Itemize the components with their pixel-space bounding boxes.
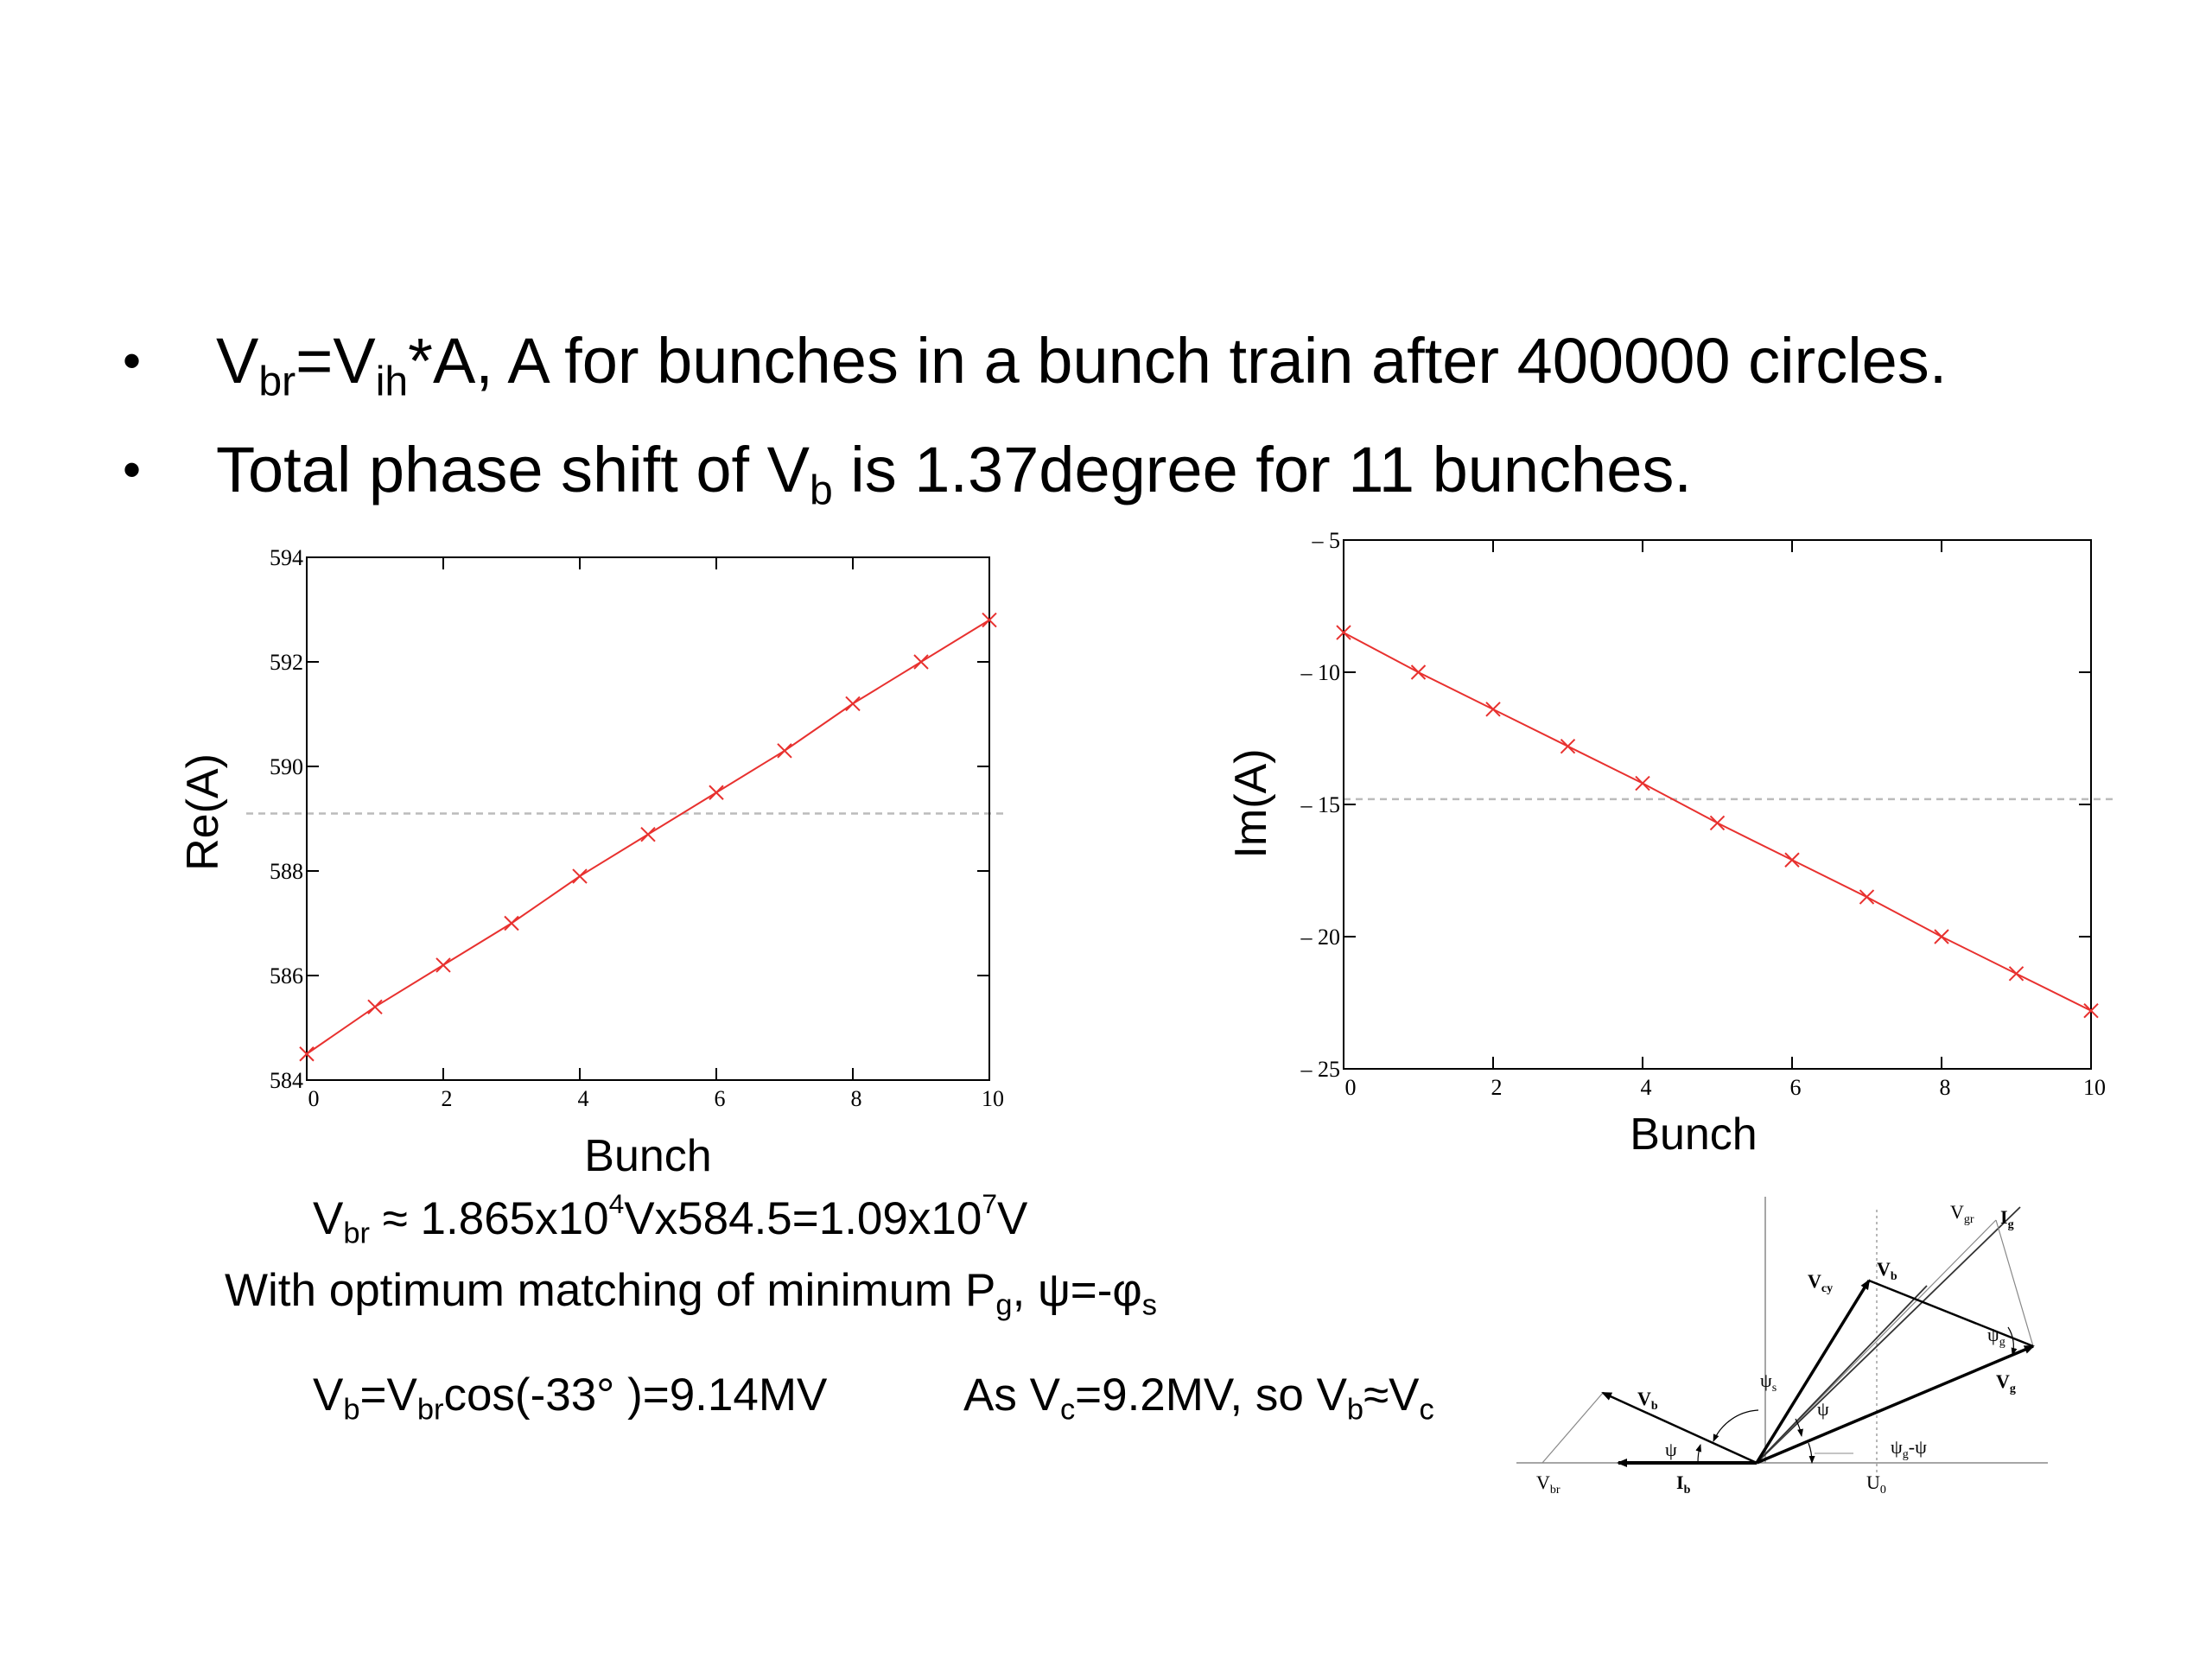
data-point-marker — [1410, 664, 1427, 680]
data-point-marker — [2008, 966, 2024, 982]
label-ib: Ib — [1676, 1471, 1691, 1497]
data-point-marker — [640, 826, 656, 842]
label-vb-left: Vb — [1637, 1388, 1658, 1413]
data-point-marker — [367, 999, 383, 1015]
bullet-text: Total phase shift of Vb is 1.37degree fo… — [216, 434, 1692, 514]
equation-matching: With optimum matching of minimum Pg, ψ=-… — [225, 1265, 1157, 1322]
y-tick-label: 584 — [270, 1068, 303, 1093]
data-point-marker — [1560, 738, 1576, 754]
data-point-marker — [572, 868, 588, 884]
label-psi-2: ψ — [1665, 1439, 1677, 1460]
data-point-marker — [1934, 929, 1949, 944]
label-vg: Vg — [1996, 1370, 2016, 1395]
y-tick-label: – 25 — [1300, 1057, 1341, 1082]
bullet-text: Vbr=Vih*A, A for bunches in a bunch trai… — [216, 325, 1948, 405]
y-tick-label: – 20 — [1300, 925, 1341, 950]
psig-arc — [2007, 1326, 2018, 1356]
ig-line — [1756, 1206, 2021, 1464]
equation-vb: Vb=Vbrcos(-33° )=9.14MV — [313, 1370, 828, 1427]
data-point-marker — [1485, 702, 1501, 717]
x-tick-label: 0 — [1345, 1075, 1357, 1100]
data-point-marker — [299, 1046, 315, 1062]
label-psi-1: ψ — [1817, 1398, 1829, 1420]
data-point-marker — [845, 696, 861, 712]
x-tick-label: 6 — [715, 1086, 726, 1111]
y-tick-label: 590 — [270, 754, 303, 779]
label-psig: ψg — [1987, 1324, 2005, 1349]
y-tick-label: – 5 — [1312, 528, 1341, 553]
x-tick-label: 2 — [1491, 1075, 1503, 1100]
data-point-marker — [1709, 815, 1726, 831]
x-tick-label: 4 — [578, 1086, 589, 1111]
data-point-marker — [777, 743, 792, 759]
label-vb-top: Vb — [1877, 1258, 1897, 1283]
x-tick-label: 6 — [1790, 1075, 1802, 1100]
psi-arc-2 — [1695, 1444, 1701, 1464]
series-line — [306, 619, 990, 1055]
data-point-marker — [709, 785, 724, 800]
vb-vg-connector — [1868, 1279, 2034, 1348]
vbr-construction-line — [1541, 1392, 1604, 1464]
label-psig-psi: ψg-ψ — [1891, 1436, 1927, 1461]
data-point-marker — [435, 957, 451, 973]
chart-re-a-svg: 0 2 4 6 8 10 584 586 588 590 592 594 Bunch Re(A) — [178, 545, 1007, 1175]
label-psi-s: ψs — [1760, 1370, 1777, 1395]
chart-im-a-svg: 0 2 4 6 8 10 – 25 – 20 – 15 – 10 – 5 Bunch Im(A) — [1226, 528, 2113, 1160]
x-tick-label: 2 — [442, 1086, 453, 1111]
label-vgr: Vgr — [1950, 1201, 1974, 1226]
x-axis-label: Bunch — [584, 1131, 711, 1175]
x-tick-label: 8 — [1940, 1075, 1951, 1100]
bullet-item-1: • Vbr=Vih*A, A for bunches in a bunch tr… — [123, 307, 2160, 416]
phasor-diagram-svg: Vgr Ig Vcy Vb ψg Vg ψs ψ Vb ψ ψg-ψ Vbr I… — [1516, 1197, 2048, 1497]
bullet-list: • Vbr=Vih*A, A for bunches in a bunch tr… — [123, 307, 2160, 524]
y-tick-label: 586 — [270, 963, 303, 988]
data-point-marker — [982, 612, 997, 628]
data-point-marker — [2083, 1002, 2099, 1019]
vcy-line — [1756, 1285, 1928, 1464]
label-vcy: Vcy — [1808, 1270, 1833, 1295]
data-point-marker — [1859, 889, 1875, 905]
x-tick-label: 4 — [1641, 1075, 1652, 1100]
label-u0: U0 — [1866, 1471, 1886, 1497]
y-tick-label: 594 — [270, 545, 303, 570]
y-tick-label: 588 — [270, 859, 303, 884]
data-point-marker — [504, 915, 519, 931]
plot-frame — [306, 556, 990, 1081]
vb-left-vector — [1601, 1391, 1758, 1465]
y-tick-label: 592 — [270, 650, 303, 675]
data-point-marker — [1784, 852, 1800, 868]
y-tick-label: – 15 — [1300, 792, 1341, 817]
chart-im-a: 0 2 4 6 8 10 – 25 – 20 – 15 – 10 – 5 Bunch Im(A) — [1210, 518, 2126, 1175]
bullet-item-2: • Total phase shift of Vb is 1.37degree … — [123, 416, 2160, 524]
data-point-marker — [913, 654, 929, 670]
chart-re-a: 0 2 4 6 8 10 584 586 588 590 592 594 Bunch Re(A) — [173, 536, 1037, 1175]
bullet-glyph: • — [123, 332, 142, 390]
x-axis-label: Bunch — [1630, 1109, 1757, 1160]
y-axis-label: Re(A) — [178, 753, 228, 871]
label-vbr: Vbr — [1536, 1471, 1560, 1497]
series-line — [1343, 632, 2092, 1012]
equation-vc: As Vc=9.2MV, so Vb≈Vc — [963, 1370, 1434, 1427]
label-ig: Ig — [2000, 1206, 2014, 1231]
psi-arc-1 — [1795, 1418, 1803, 1437]
x-tick-label: 10 — [2083, 1075, 2106, 1100]
plot-frame — [1343, 539, 2092, 1070]
equation-vbr: Vbr ≈ 1.865x104Vx584.5=1.09x107V — [313, 1188, 1028, 1250]
x-tick-label: 8 — [851, 1086, 862, 1111]
vg-vector — [1756, 1344, 2035, 1465]
bullet-glyph: • — [123, 441, 142, 499]
vb-vector — [1755, 1279, 1871, 1464]
data-point-marker — [1635, 775, 1650, 791]
x-tick-label: 10 — [982, 1086, 1004, 1111]
vgr-vg-line — [1995, 1219, 2034, 1347]
psi-s-arc — [1713, 1409, 1759, 1442]
y-axis-label: Im(A) — [1226, 748, 1276, 858]
x-tick-label: 0 — [308, 1086, 320, 1111]
y-tick-label: – 10 — [1300, 660, 1341, 685]
data-point-marker — [1336, 625, 1351, 640]
phasor-diagram: Vgr Ig Vcy Vb ψg Vg ψs ψ Vb ψ ψg-ψ Vbr I… — [1503, 1192, 2056, 1516]
psig-psi-arc — [1808, 1442, 1815, 1464]
